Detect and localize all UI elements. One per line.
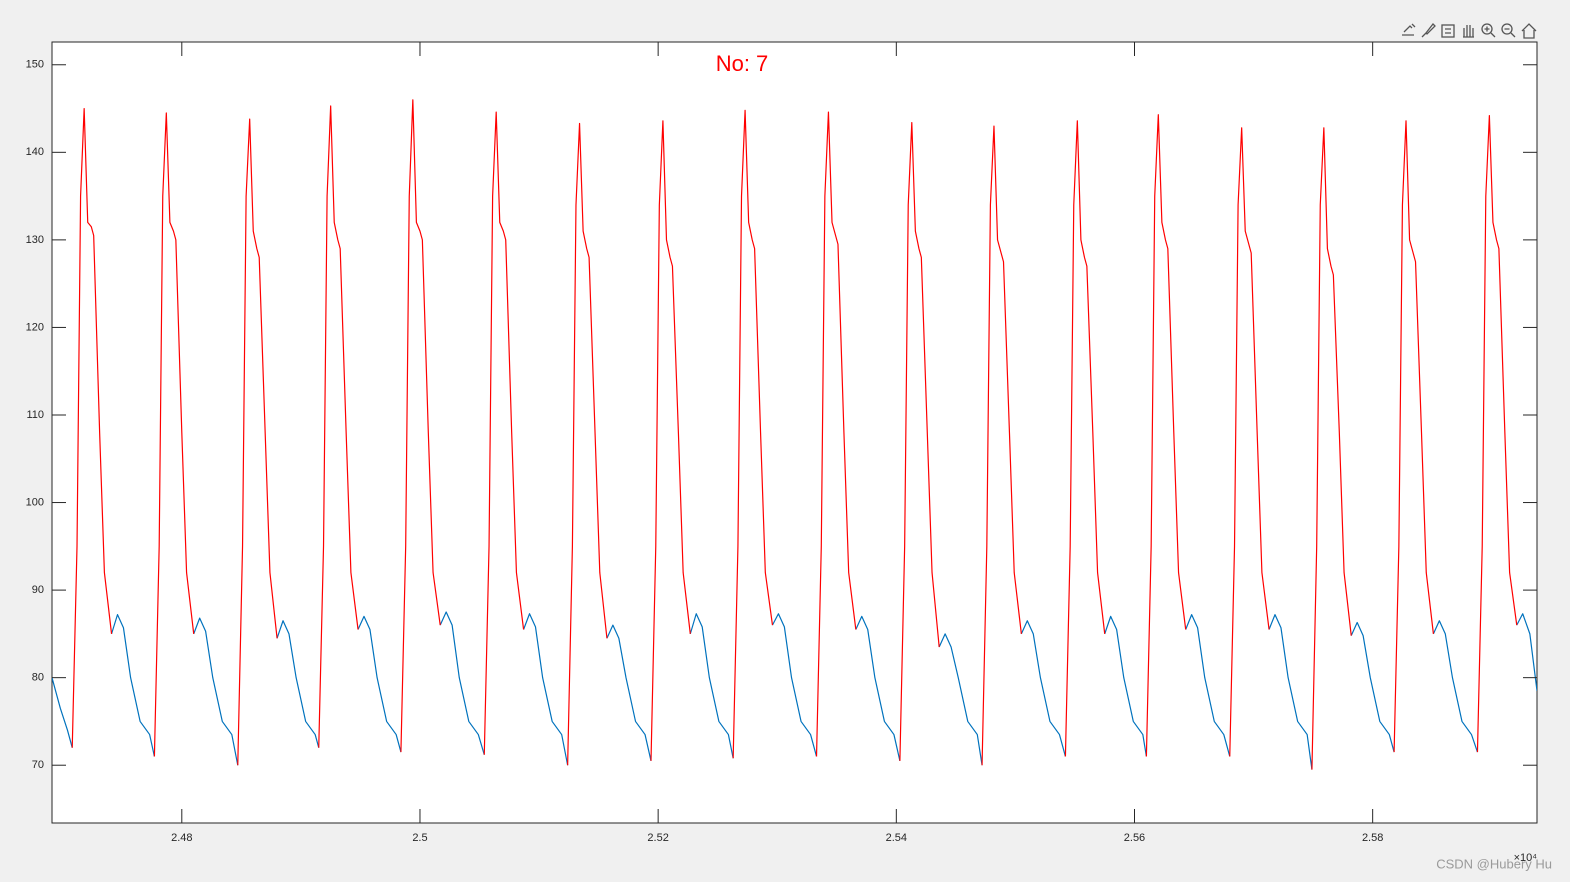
home-icon[interactable] [1521,23,1537,39]
legend-icon[interactable] [1441,24,1455,38]
y-tick-label: 100 [26,496,44,508]
series-line [71,99,1518,770]
zoom-out-icon[interactable] [1501,23,1516,38]
x-tick-label: 2.56 [1124,832,1145,844]
x-exponent-label: ×10⁴ [1514,852,1538,864]
brush-icon[interactable] [1421,23,1436,38]
x-tick-label: 2.54 [886,832,907,844]
y-tick-label: 140 [26,146,44,158]
y-tick-label: 130 [26,234,44,246]
y-tick-label: 70 [32,759,44,771]
x-tick-label: 2.48 [171,832,192,844]
x-tick-label: 2.5 [412,832,427,844]
export-icon[interactable] [1402,23,1416,36]
y-tick-label: 90 [32,584,44,596]
x-tick-label: 2.52 [647,832,668,844]
watermark: CSDN @Hubery Hu [1436,856,1552,871]
pan-icon[interactable] [1463,25,1474,38]
zoom-in-icon[interactable] [1481,23,1496,38]
axes-box [51,41,1538,824]
plot-lines [52,99,1537,770]
y-tick-label: 120 [26,321,44,333]
y-tick-label: 110 [26,409,44,421]
series-line [52,611,1537,770]
y-tick-label: 80 [32,672,44,684]
annotation: No: 7 [716,51,769,76]
y-tick-label: 150 [26,59,44,71]
toolbar [1402,23,1537,39]
x-tick-label: 2.58 [1362,832,1383,844]
